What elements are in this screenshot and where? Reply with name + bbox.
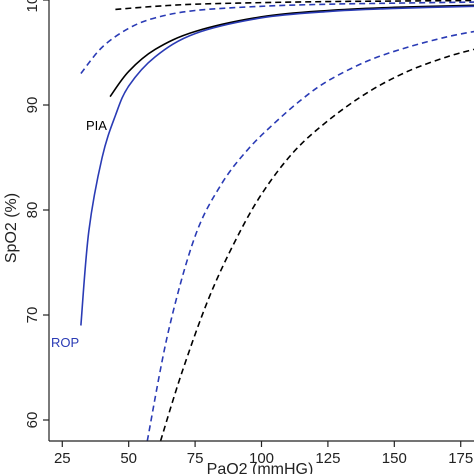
x-tick-label: 100 bbox=[249, 450, 274, 467]
x-tick-label: 50 bbox=[120, 450, 137, 467]
y-tick-label: 60 bbox=[24, 412, 41, 429]
x-axis-title: PaO2 (mmHG) bbox=[207, 461, 314, 474]
axis-layer: 60 70 80 90 100 25 50 75 100 125 150 175 bbox=[24, 0, 474, 467]
y-tick-label: 70 bbox=[24, 307, 41, 324]
series-layer bbox=[80, 0, 474, 442]
x-tick-label: 175 bbox=[448, 450, 473, 467]
series-line-1 bbox=[109, 4, 474, 98]
x-tick-label: 125 bbox=[315, 450, 340, 467]
x-tick-label: 150 bbox=[382, 450, 407, 467]
y-tick-label: 100 bbox=[24, 0, 41, 13]
y-tick-label: 80 bbox=[24, 202, 41, 219]
annotation-rop: ROP bbox=[51, 335, 79, 350]
series-line-6 bbox=[146, 30, 474, 442]
y-tick-label: 90 bbox=[24, 97, 41, 114]
annotation-pia: PIA bbox=[86, 118, 107, 133]
series-line-4 bbox=[80, 5, 474, 326]
x-tick-label: 25 bbox=[54, 450, 71, 467]
x-tick-label: 75 bbox=[187, 450, 204, 467]
series-line-5 bbox=[80, 1, 474, 75]
series-line-3 bbox=[159, 48, 474, 442]
y-axis-title: SpO2 (%) bbox=[3, 193, 20, 263]
